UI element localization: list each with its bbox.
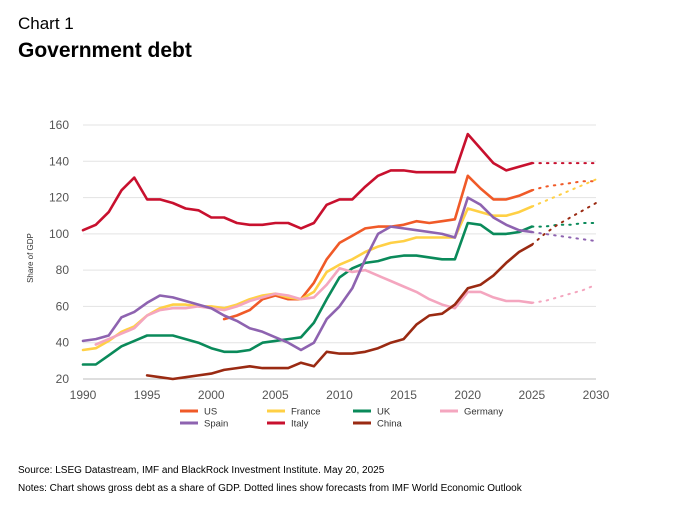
y-tick-label: 140 bbox=[49, 154, 69, 168]
x-tick-label: 2015 bbox=[390, 388, 417, 402]
x-tick-label: 2000 bbox=[198, 388, 225, 402]
forecast-line-uk bbox=[530, 222, 597, 228]
y-tick-label: 80 bbox=[56, 263, 70, 277]
y-tick-label: 20 bbox=[56, 372, 70, 386]
series-lines bbox=[81, 132, 597, 381]
axes: 20 40 60 80 100 120 140 160 1990 1995 2000 2005 2010… bbox=[26, 118, 610, 402]
x-tick-label: 2005 bbox=[262, 388, 289, 402]
y-tick-label: 100 bbox=[49, 227, 69, 241]
line-chart: 20 40 60 80 100 120 140 160 1990 1995 2000 2005 2010… bbox=[26, 118, 610, 430]
series-line-italy bbox=[81, 132, 534, 232]
legend-label-france: France bbox=[291, 407, 321, 418]
x-tick-label: 1995 bbox=[134, 388, 161, 402]
legend-label-italy: Italy bbox=[291, 419, 309, 430]
y-tick-label: 160 bbox=[49, 118, 69, 132]
source-note: Source: LSEG Datastream, IMF and BlackRo… bbox=[18, 465, 385, 476]
legend-label-spain: Spain bbox=[204, 419, 228, 430]
series-line-us bbox=[222, 174, 534, 321]
series-line-uk bbox=[81, 221, 534, 366]
x-tick-label: 2025 bbox=[519, 388, 546, 402]
x-tick-label: 2010 bbox=[326, 388, 353, 402]
chart-label: Chart 1 bbox=[18, 14, 74, 33]
y-tick-label: 60 bbox=[56, 299, 70, 313]
legend: US France UK Germany Spain Italy China bbox=[180, 407, 503, 430]
forecast-line-germany bbox=[530, 283, 597, 304]
forecast-line-france bbox=[530, 178, 597, 208]
chart-title: Government debt bbox=[18, 39, 192, 62]
legend-label-germany: Germany bbox=[464, 407, 503, 418]
footnote: Notes: Chart shows gross debt as a share… bbox=[18, 483, 522, 494]
series-line-china bbox=[145, 243, 534, 381]
x-tick-label: 2020 bbox=[454, 388, 481, 402]
x-tick-label: 2030 bbox=[583, 388, 610, 402]
forecast-line-us bbox=[530, 180, 597, 192]
x-tick-label: 1990 bbox=[70, 388, 97, 402]
y-tick-label: 40 bbox=[56, 336, 70, 350]
forecast-line-spain bbox=[530, 231, 597, 243]
y-tick-label: 120 bbox=[49, 191, 69, 205]
forecast-line-china bbox=[530, 202, 597, 246]
series-line-germany bbox=[94, 266, 534, 346]
legend-label-china: China bbox=[377, 419, 403, 430]
legend-label-uk: UK bbox=[377, 407, 391, 418]
series-line-spain bbox=[81, 196, 534, 352]
y-axis-label: Share of GDP bbox=[26, 233, 35, 283]
legend-label-us: US bbox=[204, 407, 217, 418]
